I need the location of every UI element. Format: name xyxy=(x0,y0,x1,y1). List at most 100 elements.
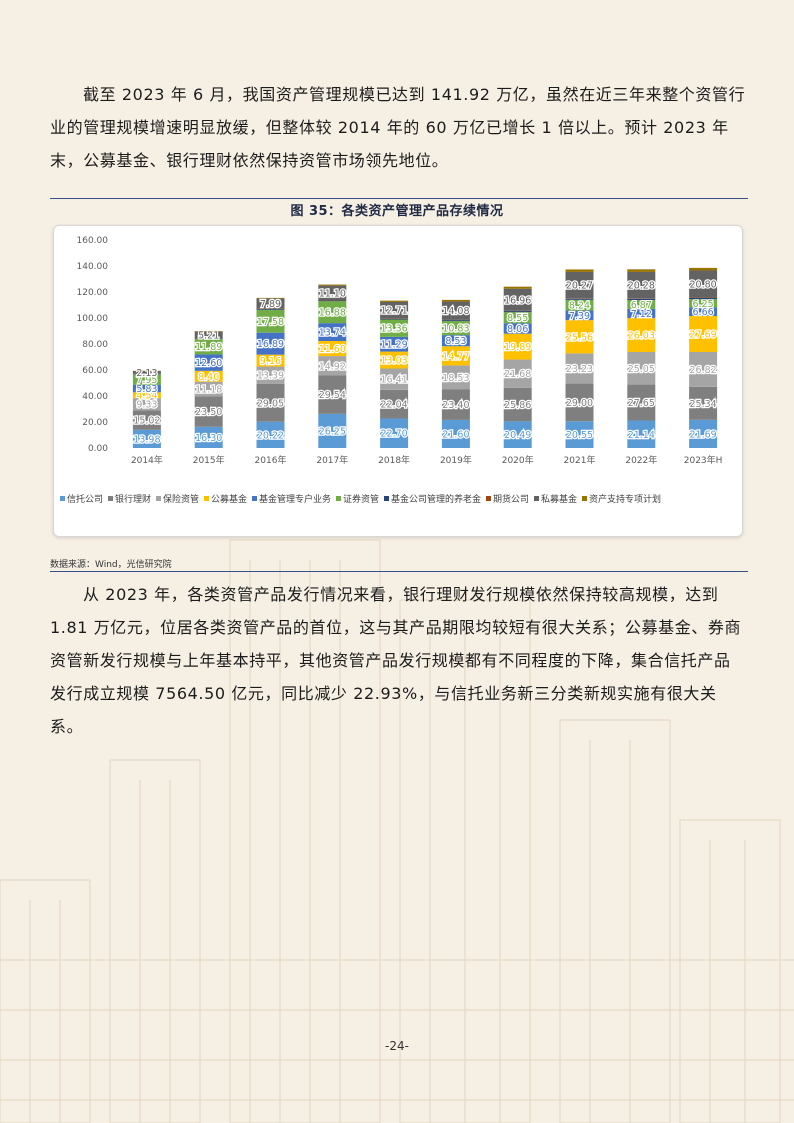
data-label: 5.83 xyxy=(136,384,157,395)
data-label: 20.28 xyxy=(628,281,655,292)
legend-swatch xyxy=(534,496,539,501)
data-label: 7.89 xyxy=(260,299,281,310)
bar-segment xyxy=(689,386,718,420)
data-label: 29.54 xyxy=(319,390,346,401)
data-label: 16.41 xyxy=(380,375,407,386)
legend-label: 信托公司 xyxy=(67,493,103,505)
x-tick-label: 2019年 xyxy=(440,454,472,466)
data-label: 11.18 xyxy=(195,384,222,395)
bar-segment xyxy=(565,353,594,384)
data-label: 17.58 xyxy=(257,317,284,328)
data-label: 7.95 xyxy=(136,375,157,386)
legend-label: 基金管理专户业务 xyxy=(259,493,331,505)
bar-segment xyxy=(689,297,718,300)
data-label: 13.74 xyxy=(319,328,346,339)
data-label: 4.54 xyxy=(136,391,157,402)
bar-segment xyxy=(441,419,470,448)
bar-segment xyxy=(380,300,409,302)
bar-segment xyxy=(380,318,409,320)
bar-segment xyxy=(627,420,656,448)
bar-segment xyxy=(689,270,718,298)
bar-segment xyxy=(256,421,285,448)
data-label: 20.80 xyxy=(689,280,716,291)
bar-segment xyxy=(318,301,347,324)
bar-segment xyxy=(256,366,285,384)
data-label: 26.03 xyxy=(628,331,655,342)
bar-segment xyxy=(565,383,594,422)
legend-label: 证券资管 xyxy=(343,493,379,505)
data-label: 27.65 xyxy=(628,398,655,409)
bar-segment xyxy=(318,356,347,376)
data-label: 12.71 xyxy=(380,306,407,317)
x-tick-label: 2018年 xyxy=(378,454,410,466)
y-tick-label: 160.00 xyxy=(77,236,109,246)
legend-label: 资产支持专项计划 xyxy=(589,493,661,505)
bar-segment xyxy=(194,381,223,397)
data-label: 29.05 xyxy=(257,398,284,409)
data-label: 23.50 xyxy=(195,407,222,418)
x-tick-label: 2023年H xyxy=(684,454,723,466)
y-tick-label: 100.00 xyxy=(77,314,109,324)
bar-segment xyxy=(380,368,409,390)
bar-segment xyxy=(380,389,409,419)
y-tick-label: 120.00 xyxy=(77,288,109,298)
bar-segment xyxy=(132,410,161,430)
data-label: 6.87 xyxy=(631,300,652,311)
bar-segment xyxy=(256,309,285,333)
data-label: 7.12 xyxy=(631,309,652,320)
bar-segment xyxy=(132,370,161,374)
data-label: 14.08 xyxy=(442,306,469,317)
data-label: 21.60 xyxy=(442,429,469,440)
data-label: 25.86 xyxy=(504,400,531,411)
bar-segment xyxy=(503,323,532,334)
bar-segment xyxy=(627,298,656,300)
y-tick-label: 0.00 xyxy=(88,444,108,454)
bar-segment xyxy=(256,383,285,422)
bar-segment xyxy=(627,308,656,319)
data-label: 23.40 xyxy=(442,400,469,411)
legend-swatch xyxy=(252,496,257,501)
bar-segment xyxy=(256,354,285,367)
bar-segment xyxy=(194,354,223,371)
bar-segment xyxy=(194,338,223,355)
data-label: 16.88 xyxy=(319,308,346,319)
data-label: 9.33 xyxy=(136,400,157,411)
bar-segment xyxy=(132,384,161,393)
y-tick-label: 80.00 xyxy=(82,340,108,350)
bar-segment xyxy=(194,338,223,339)
data-label: 23.23 xyxy=(566,364,593,375)
y-tick-label: 20.00 xyxy=(82,418,108,428)
bar-segment xyxy=(627,299,656,309)
y-tick-label: 40.00 xyxy=(82,392,108,402)
bar-segment xyxy=(318,300,347,302)
bar-segment xyxy=(565,320,594,354)
bar-segment xyxy=(689,315,718,352)
bar-segment xyxy=(441,301,470,320)
data-label: 21.69 xyxy=(689,429,716,440)
x-tick-label: 2014年 xyxy=(131,454,163,466)
bar-segment xyxy=(441,320,470,322)
data-label: 15.02 xyxy=(133,416,160,427)
stacked-bar-chart: 0.00 20.00 40.00 60.00 80.00 100.00 120.00 140.… xyxy=(60,236,723,505)
data-label: 26.82 xyxy=(689,365,716,376)
data-label: 25.05 xyxy=(628,364,655,375)
data-label: 7.39 xyxy=(569,311,590,322)
bar-segment xyxy=(318,413,347,448)
legend-label: 公募基金 xyxy=(211,493,247,505)
data-label: 8.55 xyxy=(507,313,528,324)
bar-segment xyxy=(132,429,161,448)
legend-swatch xyxy=(156,496,161,501)
bar-segment xyxy=(256,332,285,355)
data-label: 16.89 xyxy=(257,339,284,350)
bar-segment xyxy=(441,299,470,302)
bar-segment xyxy=(503,311,532,313)
bar-segment xyxy=(194,396,223,427)
legend-label: 私募基金 xyxy=(541,493,577,505)
bar-segment xyxy=(565,421,594,448)
x-tick-label: 2015年 xyxy=(193,454,225,466)
data-label: 13.36 xyxy=(380,324,407,335)
legend-swatch xyxy=(486,496,491,501)
legend-label: 期货公司 xyxy=(493,493,529,505)
bar-segment xyxy=(441,389,470,420)
